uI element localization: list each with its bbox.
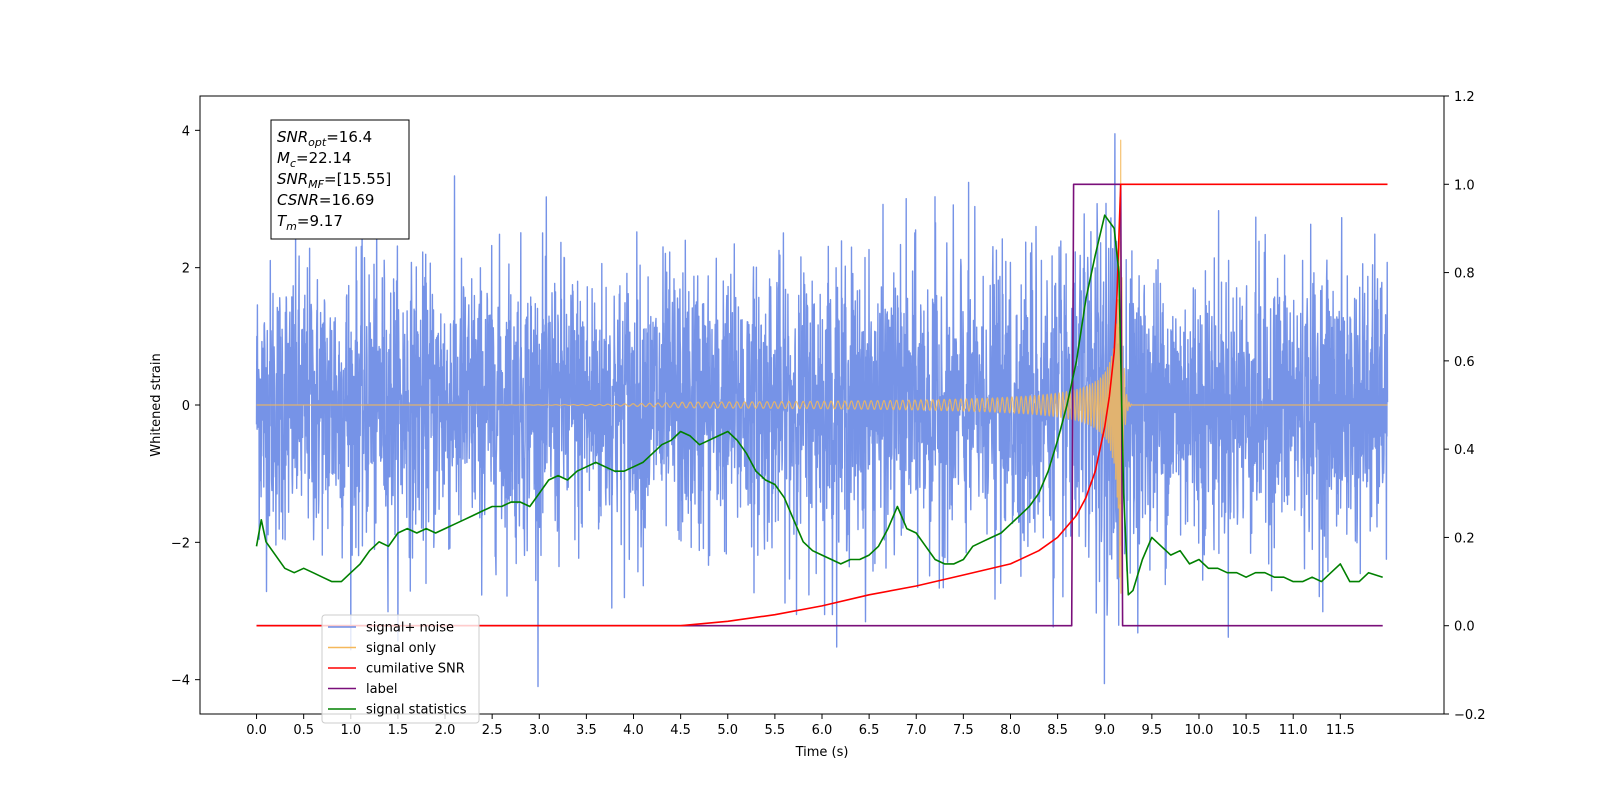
legend-label: signal only xyxy=(366,641,436,656)
annotation-subscript: c xyxy=(290,157,296,170)
y-tick-label-left: 0 xyxy=(182,399,190,414)
x-tick-label: 5.0 xyxy=(717,723,738,738)
annotation-line: CSNR=16.69 xyxy=(277,191,374,209)
x-tick-label: 6.0 xyxy=(812,723,833,738)
y-tick-label-left: −4 xyxy=(171,674,190,689)
annotation-subscript: m xyxy=(286,220,297,233)
x-tick-label: 11.5 xyxy=(1326,723,1355,738)
x-tick-label: 4.5 xyxy=(670,723,691,738)
y-tick-label-right: 0.4 xyxy=(1454,443,1475,458)
y-tick-label-right: 1.2 xyxy=(1454,90,1475,105)
y-tick-label-right: 0.0 xyxy=(1454,620,1475,635)
x-tick-label: 9.5 xyxy=(1142,723,1163,738)
x-axis: 0.0 0.5 1.0 1.5 2.0 2.5 3.0 3.5 4.0 4.5 5.0 5.5 6.0 6… xyxy=(246,714,1355,738)
annotation-value: =16.69 xyxy=(319,191,375,209)
legend: signal+ noise signal only cumilative SNR la… xyxy=(321,614,480,724)
annotation-value: =22.14 xyxy=(296,149,352,167)
annotation-line: SNRopt=16.4 xyxy=(277,128,372,149)
x-tick-label: 2.0 xyxy=(435,723,456,738)
legend-label: signal+ noise xyxy=(366,621,454,636)
legend-label: label xyxy=(366,682,397,697)
annotation-line: SNRMF=[15.55] xyxy=(277,170,391,191)
annotation-symbol: SNR xyxy=(277,128,308,146)
y-tick-label-left: 4 xyxy=(182,124,190,139)
plot-series xyxy=(255,133,1389,688)
x-tick-label: 6.5 xyxy=(859,723,880,738)
x-tick-label: 1.5 xyxy=(388,723,409,738)
y-axis-right: 1.2 1.0 0.8 0.6 0.4 0.2 0.0 −0.2 xyxy=(1444,90,1486,723)
y-tick-label-right: 1.0 xyxy=(1454,178,1475,193)
annotation-line: Mc=22.14 xyxy=(277,149,352,170)
y-tick-label-right: 0.8 xyxy=(1454,267,1475,282)
series-signal-statistics xyxy=(255,214,1383,596)
annotation-subscript: MF xyxy=(308,178,324,191)
y-axis-left: 4 2 0 −2 −4 xyxy=(171,124,200,689)
x-tick-label: 5.5 xyxy=(765,723,786,738)
annotation-symbol: SNR xyxy=(277,170,308,188)
x-tick-label: 3.0 xyxy=(529,723,550,738)
annotation-value: =[15.55] xyxy=(324,170,391,188)
y-tick-label-right: −0.2 xyxy=(1454,708,1486,723)
annotation-value: =9.17 xyxy=(297,212,343,230)
legend-frame xyxy=(321,614,480,724)
x-tick-label: 9.0 xyxy=(1094,723,1115,738)
legend-label: signal statistics xyxy=(366,703,467,718)
y-tick-label-left: −2 xyxy=(171,536,190,551)
y-tick-label-right: 0.6 xyxy=(1454,355,1475,370)
annotation-box: SNRopt=16.4Mc=22.14SNRMF=[15.55]CSNR=16.… xyxy=(270,119,410,240)
x-tick-label: 10.5 xyxy=(1232,723,1261,738)
x-axis-label: Time (s) xyxy=(795,745,849,760)
y-tick-label-right: 0.2 xyxy=(1454,531,1475,546)
x-tick-label: 7.0 xyxy=(906,723,927,738)
x-tick-label: 7.5 xyxy=(953,723,974,738)
x-tick-label: 1.0 xyxy=(340,723,361,738)
x-tick-label: 2.5 xyxy=(482,723,503,738)
x-tick-label: 4.0 xyxy=(623,723,644,738)
series-label xyxy=(256,183,1383,627)
series-signal-only xyxy=(256,139,1388,594)
x-tick-label: 8.0 xyxy=(1000,723,1021,738)
annotation-symbol: M xyxy=(277,149,290,167)
legend-label: cumilative SNR xyxy=(366,662,465,677)
annotation-line: Tm=9.17 xyxy=(277,212,343,233)
annotation-frame xyxy=(270,119,410,240)
x-tick-label: 8.5 xyxy=(1047,723,1068,738)
x-tick-label: 11.0 xyxy=(1279,723,1308,738)
x-tick-label: 10.0 xyxy=(1184,723,1213,738)
x-tick-label: 0.0 xyxy=(246,723,267,738)
annotation-subscript: opt xyxy=(308,136,327,149)
x-tick-label: 3.5 xyxy=(576,723,597,738)
annotation-symbol: CSNR xyxy=(277,191,319,209)
y-tick-label-left: 2 xyxy=(182,262,190,277)
annotation-symbol: T xyxy=(277,212,288,230)
x-tick-label: 0.5 xyxy=(293,723,314,738)
y-axis-label: Whitened strain xyxy=(149,353,164,456)
annotation-value: =16.4 xyxy=(326,128,372,146)
